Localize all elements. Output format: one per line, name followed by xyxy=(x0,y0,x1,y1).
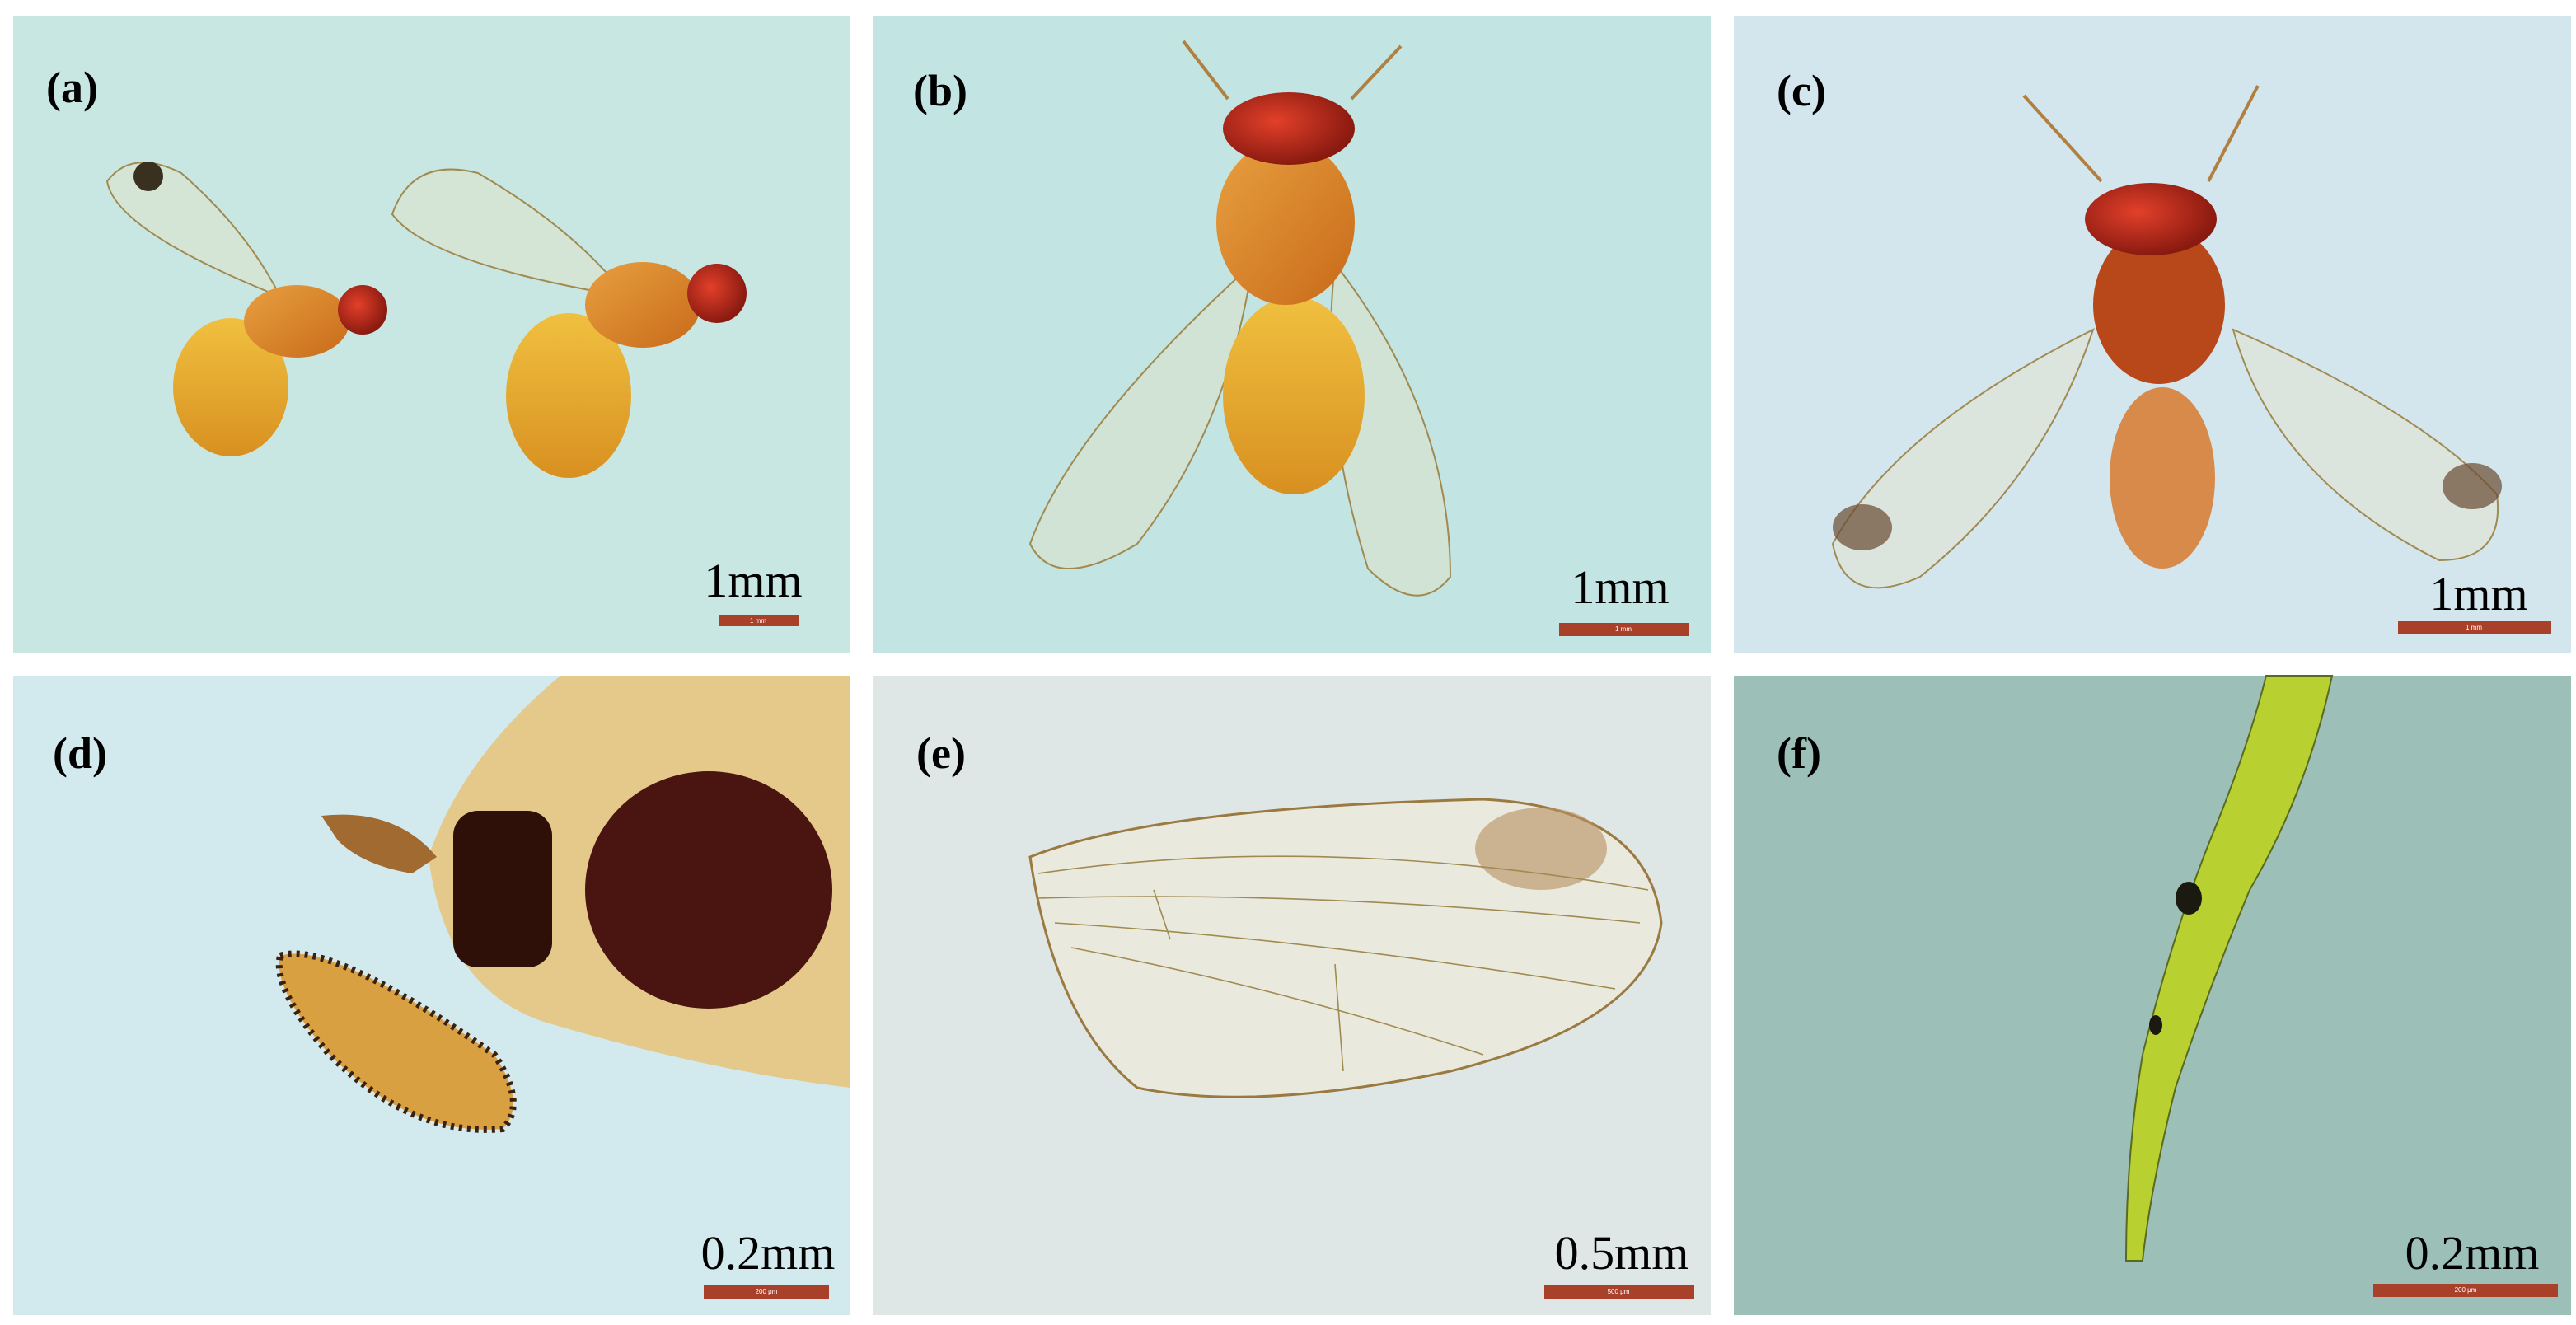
thorax xyxy=(2093,226,2225,384)
abdomen xyxy=(2110,387,2215,569)
panel-c: (c) 1mm 1 mm xyxy=(1734,16,2571,653)
bristles xyxy=(321,814,437,873)
panel-label: (d) xyxy=(53,728,107,778)
wing xyxy=(391,168,629,298)
wing xyxy=(2232,328,2499,562)
wing xyxy=(105,162,283,298)
panel-label: (b) xyxy=(913,66,967,115)
eye xyxy=(338,285,387,335)
veins xyxy=(1037,855,1649,1072)
scale-text: 1mm xyxy=(1571,560,1669,614)
scale-text: 1mm xyxy=(2429,567,2527,620)
antenna xyxy=(1350,44,1403,101)
comb xyxy=(2149,1015,2162,1035)
scale-bar xyxy=(2398,621,2551,634)
scale-bar-label: 1 mm xyxy=(1615,625,1632,633)
panel-label: (c) xyxy=(1777,66,1826,115)
panel-background xyxy=(1734,676,2571,1315)
scale-bar xyxy=(1544,1285,1694,1299)
panel-background xyxy=(13,16,850,653)
scale-bar xyxy=(704,1285,829,1299)
wing-spot xyxy=(1475,808,1607,890)
comb xyxy=(2176,882,2202,915)
scale-text: 0.5mm xyxy=(1555,1226,1689,1280)
abdomen xyxy=(506,313,631,478)
scale-bar-label: 1 mm xyxy=(2466,624,2482,631)
antenna xyxy=(1182,40,1229,101)
scale-text: 0.2mm xyxy=(701,1226,836,1280)
dark-patch xyxy=(453,811,552,967)
thorax xyxy=(1216,140,1355,305)
wing-spot xyxy=(1833,504,1892,550)
scale-text: 0.2mm xyxy=(2405,1226,2540,1280)
scale-bar-label: 200 μm xyxy=(756,1288,778,1295)
panel-label: (e) xyxy=(916,728,966,778)
abdomen xyxy=(1223,297,1365,494)
scale-bar-label: 500 μm xyxy=(1608,1288,1630,1295)
antenna xyxy=(2207,85,2260,182)
scale-bar xyxy=(719,615,799,626)
panel-a: (a) 1mm 1 mm xyxy=(13,16,850,653)
panel-f: (f) 0.2mm 200 μm xyxy=(1734,675,2571,1315)
abdomen xyxy=(173,318,288,456)
panel-e: (e) 0.5mm 500 μm xyxy=(873,676,1711,1315)
wing xyxy=(1831,328,2095,589)
scale-bar xyxy=(2373,1284,2558,1297)
dark-patch xyxy=(585,771,832,1009)
scale-text: 1mm xyxy=(704,554,802,607)
scale-bar-label: 1 mm xyxy=(750,617,766,625)
panel-d: (d) 0.2mm 200 μm xyxy=(13,676,850,1315)
thorax xyxy=(585,262,700,348)
antenna xyxy=(2022,94,2103,183)
scale-bar-label: 200 μm xyxy=(2455,1286,2477,1294)
scale-bar xyxy=(1559,623,1689,636)
head xyxy=(2085,183,2217,255)
wing xyxy=(1028,261,1254,569)
head xyxy=(1223,92,1355,165)
panel-label: (f) xyxy=(1777,728,1821,778)
sex-comb xyxy=(275,950,517,1133)
wing-spot xyxy=(133,162,163,191)
eye xyxy=(687,264,747,323)
thorax xyxy=(244,285,349,358)
wing-spot xyxy=(2443,463,2502,509)
panel-b: (b) 1mm 1 mm xyxy=(873,16,1711,653)
leg xyxy=(2124,675,2334,1262)
panel-label: (a) xyxy=(46,63,98,112)
